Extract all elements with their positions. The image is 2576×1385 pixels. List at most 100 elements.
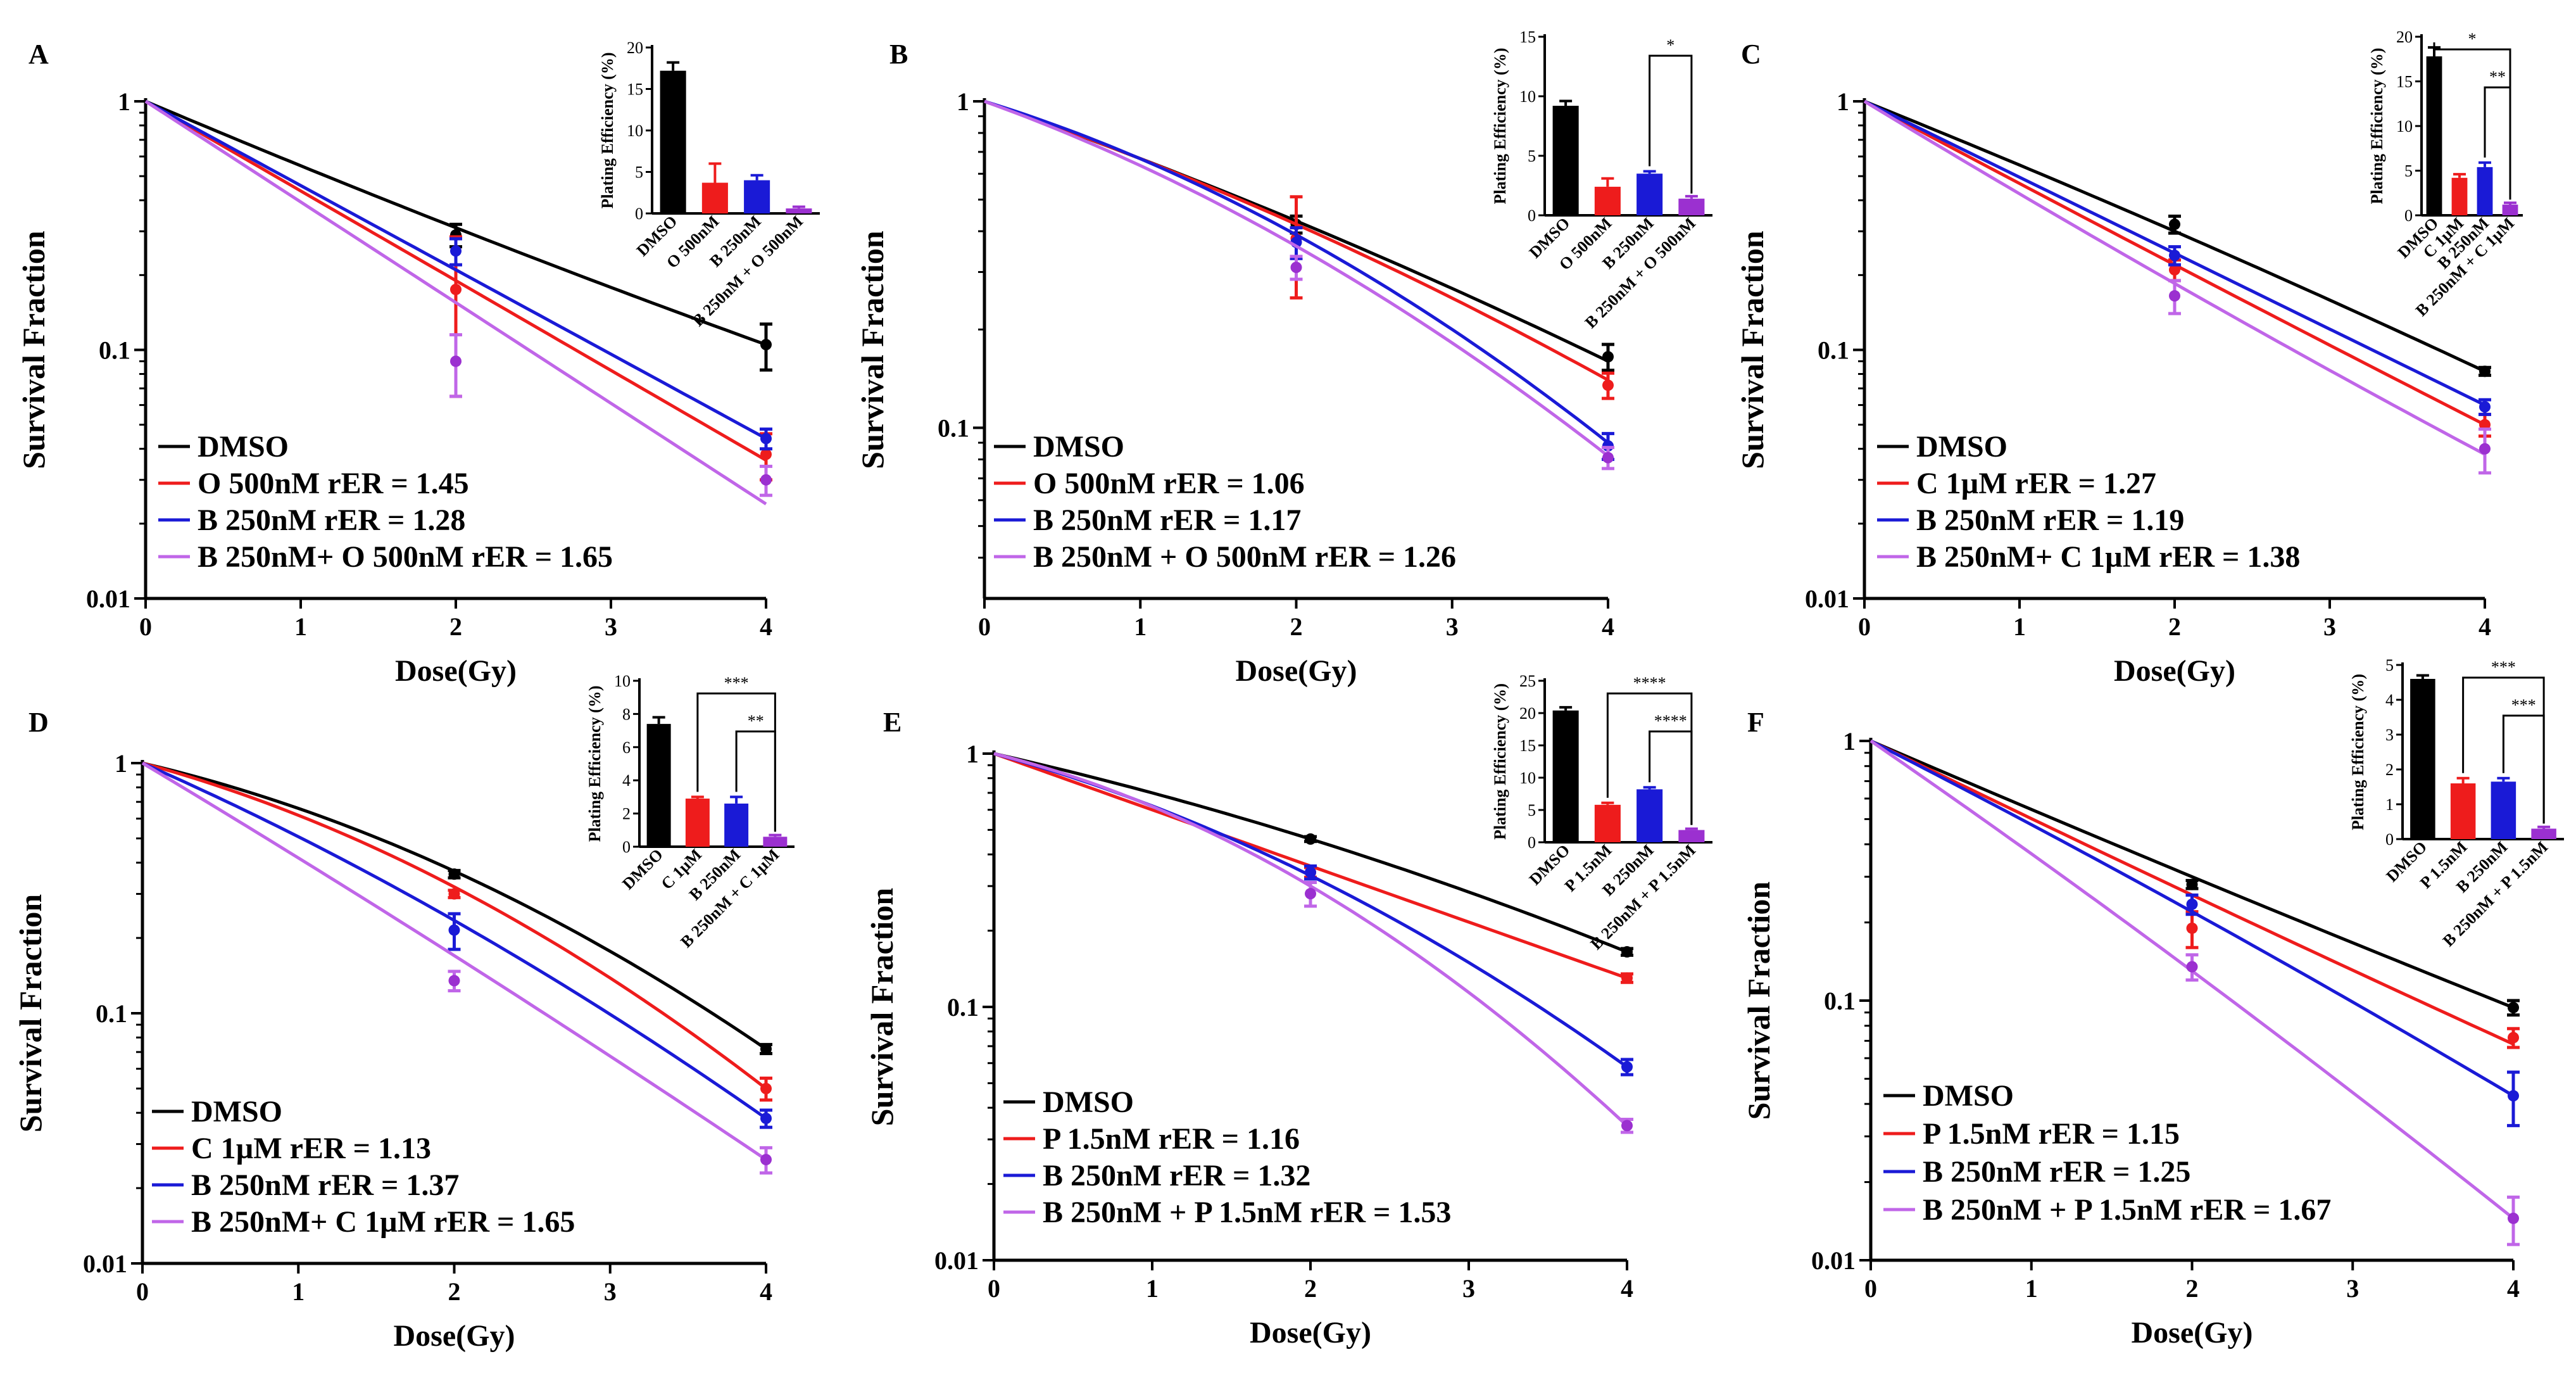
- inset-y-tick-label: 10: [1519, 87, 1536, 106]
- inset-bar: [763, 837, 788, 847]
- inset-y-axis-title: Plating Efficiency (%): [1491, 48, 1509, 205]
- inset-y-tick-label: 4: [622, 771, 631, 790]
- survival-curve: [1870, 739, 2514, 1009]
- x-tick-label: 3: [1462, 1274, 1475, 1303]
- legend-label: DMSO: [191, 1095, 282, 1129]
- data-point: [1621, 946, 1633, 958]
- inset-bar: [786, 208, 812, 213]
- legend-label: B 250nM + P 1.5nM rER = 1.67: [1923, 1193, 2331, 1227]
- y-axis-title: Survival Fraction: [855, 231, 890, 469]
- legend-label: B 250nM rER = 1.19: [1916, 503, 2184, 537]
- inset-y-axis-title: Plating Efficiency (%): [2368, 48, 2386, 205]
- data-point: [1305, 833, 1316, 845]
- legend-label: B 250nM rER = 1.25: [1923, 1155, 2190, 1189]
- data-point: [448, 888, 460, 900]
- data-point: [2169, 264, 2180, 276]
- y-tick-label: 1: [115, 749, 127, 778]
- legend-label: B 250nM rER = 1.32: [1043, 1159, 1310, 1192]
- inset-y-tick-label: 10: [1519, 769, 1536, 787]
- x-tick-label: 4: [1602, 612, 1614, 641]
- x-tick-label: 4: [1621, 1274, 1633, 1303]
- x-tick-label: 3: [604, 1277, 617, 1306]
- x-tick-label: 4: [760, 612, 772, 641]
- legend-label: O 500nM rER = 1.06: [1033, 467, 1305, 500]
- y-tick-label: 1: [1843, 727, 1856, 756]
- data-point: [1290, 262, 1302, 274]
- y-tick-label: 1: [966, 740, 979, 768]
- significance-bracket: [2433, 42, 2511, 200]
- x-axis-title: Dose(Gy): [1250, 1316, 1371, 1350]
- data-point: [1602, 379, 1614, 391]
- data-point: [2508, 1032, 2519, 1044]
- legend-label: B 250nM rER = 1.37: [191, 1168, 459, 1202]
- legend-label: B 250nM+ O 500nM rER = 1.65: [198, 540, 613, 574]
- inset-y-tick-label: 25: [1519, 672, 1536, 690]
- data-point: [2479, 443, 2491, 455]
- panel-label: C: [1741, 39, 1761, 70]
- data-point: [760, 448, 772, 460]
- panel-f: F 0 1 2 3 4 1 0.1 0.01 Dose(Gy) Survival Fraction D…: [1741, 656, 2564, 1350]
- significance-label: **: [748, 712, 764, 730]
- panel-a: A 0 1 2 3 4 1 0.1 0.01 Dose(Gy) Survival Fraction D…: [16, 39, 820, 688]
- x-tick-label: 3: [2323, 612, 2336, 641]
- inset-y-axis-title: Plating Efficiency (%): [598, 53, 617, 209]
- survival-curve: [984, 99, 1609, 457]
- survival-curve: [1864, 99, 2486, 373]
- legend-label: B 250nM + O 500nM rER = 1.26: [1033, 540, 1456, 574]
- panel-label: D: [28, 707, 49, 738]
- significance-bracket: [2462, 676, 2545, 824]
- series-3: [1863, 99, 2491, 475]
- legend-label: P 1.5nM rER = 1.16: [1043, 1122, 1300, 1156]
- x-tick-label: 1: [292, 1277, 305, 1306]
- legend-label: DMSO: [1033, 430, 1124, 464]
- inset-y-tick-label: 15: [627, 80, 643, 99]
- data-point: [450, 355, 462, 367]
- data-point: [2169, 290, 2180, 302]
- data-point: [1305, 888, 1316, 900]
- inset-bar: [2491, 781, 2516, 839]
- legend-label: P 1.5nM rER = 1.15: [1923, 1117, 2180, 1151]
- survival-curve: [144, 99, 767, 440]
- inset-y-tick-label: 1: [2385, 795, 2394, 814]
- x-tick-label: 2: [449, 612, 462, 641]
- series-1: [142, 761, 772, 1102]
- x-tick-label: 0: [1858, 612, 1871, 641]
- inset-bar: [1637, 174, 1663, 215]
- legend-label: B 250nM + P 1.5nM rER = 1.53: [1043, 1196, 1451, 1229]
- series-2: [1869, 739, 2520, 1127]
- inset-y-tick-label: 8: [622, 705, 631, 723]
- inset-bar: [2450, 783, 2476, 839]
- inset-y-tick-label: 20: [1519, 704, 1536, 723]
- inset-bar: [2451, 177, 2468, 215]
- y-axis-title: Survival Fraction: [16, 231, 51, 469]
- legend-label: B 250nM+ C 1µM rER = 1.65: [191, 1205, 575, 1239]
- inset-y-tick-label: 2: [2385, 761, 2394, 779]
- inset-y-tick-label: 10: [2396, 117, 2413, 136]
- data-point: [2479, 401, 2491, 413]
- y-tick-label: 0.01: [86, 585, 130, 613]
- x-tick-label: 0: [136, 1277, 149, 1306]
- inset-bar: [2410, 679, 2435, 839]
- inset-y-tick-label: 20: [2396, 28, 2413, 46]
- series-3: [141, 761, 772, 1175]
- inset-y-tick-label: 10: [614, 672, 631, 690]
- data-point: [2508, 1090, 2519, 1102]
- x-axis-title: Dose(Gy): [395, 654, 517, 688]
- series-0: [142, 761, 772, 1056]
- y-axis-title: Survival Fraction: [13, 894, 48, 1133]
- inset-y-tick-label: 0: [635, 205, 643, 223]
- survival-curve: [141, 761, 767, 1161]
- panel-e: E 0 1 2 3 4 1 0.1 0.01 Dose(Gy) Survival Fraction D…: [864, 672, 1712, 1350]
- significance-label: **: [2489, 68, 2506, 86]
- significance-label: ***: [724, 674, 749, 692]
- x-tick-label: 1: [294, 612, 307, 641]
- x-tick-label: 3: [1446, 612, 1459, 641]
- series-2: [1863, 99, 2491, 416]
- panel-label: B: [889, 39, 908, 70]
- y-tick-label: 1: [118, 87, 130, 116]
- significance-bracket: [1649, 54, 1693, 194]
- survival-curve: [142, 761, 767, 1090]
- x-tick-label: 4: [2479, 612, 2491, 641]
